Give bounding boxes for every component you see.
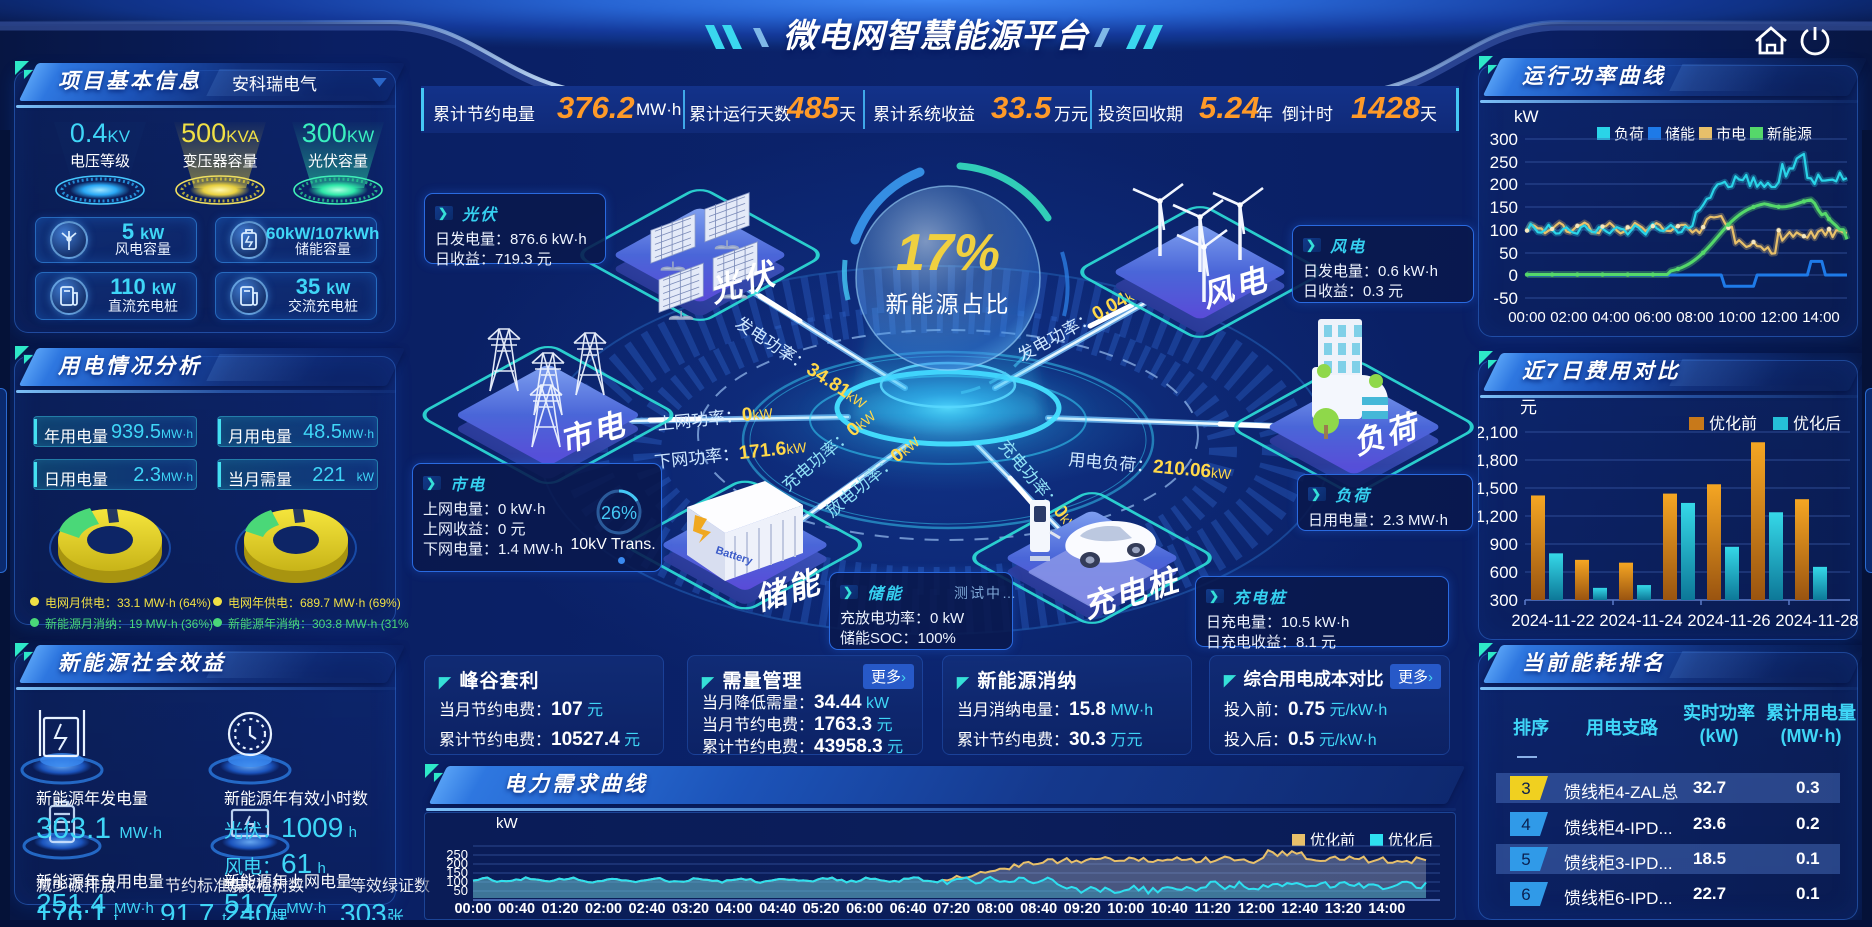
svg-text:02:40: 02:40 xyxy=(629,901,666,917)
svg-text:00:00: 00:00 xyxy=(454,901,491,917)
svg-text:6: 6 xyxy=(1521,885,1530,904)
svg-text:150: 150 xyxy=(446,865,468,880)
svg-text:02:00: 02:00 xyxy=(585,901,622,917)
svg-text:50: 50 xyxy=(454,883,468,898)
svg-text:3: 3 xyxy=(1521,779,1530,798)
svg-text:10:40: 10:40 xyxy=(1151,901,1188,917)
svg-text:26%: 26% xyxy=(601,503,637,523)
svg-text:250: 250 xyxy=(1490,153,1518,172)
svg-text:100: 100 xyxy=(1490,221,1518,240)
svg-text:2024-11-26: 2024-11-26 xyxy=(1687,612,1770,630)
svg-text:08:00: 08:00 xyxy=(1676,309,1714,326)
svg-text:负荷: 负荷 xyxy=(1614,126,1644,143)
svg-text:2024-11-22: 2024-11-22 xyxy=(1511,612,1594,630)
svg-text:12:00: 12:00 xyxy=(1760,309,1798,326)
svg-text:00:40: 00:40 xyxy=(498,901,535,917)
svg-text:04:40: 04:40 xyxy=(759,901,796,917)
svg-text:2024-11-24: 2024-11-24 xyxy=(1599,612,1682,630)
svg-text:12:40: 12:40 xyxy=(1281,901,1318,917)
svg-text:600: 600 xyxy=(1490,563,1518,582)
svg-text:11:20: 11:20 xyxy=(1195,901,1231,917)
svg-text:00:00: 00:00 xyxy=(1508,309,1546,326)
svg-text:900: 900 xyxy=(1490,535,1518,554)
svg-text:优化前: 优化前 xyxy=(1310,832,1355,849)
svg-text:-50: -50 xyxy=(1493,289,1518,308)
svg-text:kW: kW xyxy=(1514,107,1539,126)
svg-text:50: 50 xyxy=(1499,244,1518,263)
svg-text:优化后: 优化后 xyxy=(1793,415,1841,433)
svg-text:2024-11-28: 2024-11-28 xyxy=(1775,612,1858,630)
svg-text:150: 150 xyxy=(1490,198,1518,217)
svg-text:新能源: 新能源 xyxy=(1767,126,1812,143)
svg-text:下网功率：171.6kW: 下网功率：171.6kW xyxy=(653,436,808,473)
svg-text:300: 300 xyxy=(1490,591,1518,610)
svg-text:14:00: 14:00 xyxy=(1802,309,1840,326)
svg-text:200: 200 xyxy=(446,856,468,871)
svg-text:100: 100 xyxy=(446,874,468,889)
svg-text:优化前: 优化前 xyxy=(1709,415,1757,433)
svg-text:4: 4 xyxy=(1521,815,1530,834)
svg-text:5: 5 xyxy=(1521,850,1530,869)
svg-text:12:00: 12:00 xyxy=(1238,901,1275,917)
svg-text:03:20: 03:20 xyxy=(672,901,709,917)
svg-text:02:00: 02:00 xyxy=(1550,309,1588,326)
svg-text:05:20: 05:20 xyxy=(803,901,840,917)
svg-text:优化后: 优化后 xyxy=(1388,832,1433,849)
svg-text:06:00: 06:00 xyxy=(1634,309,1672,326)
svg-text:kW: kW xyxy=(496,815,519,832)
svg-text:1,500: 1,500 xyxy=(1478,479,1518,498)
svg-text:微电网智慧能源平台: 微电网智慧能源平台 xyxy=(783,17,1090,54)
svg-text:元: 元 xyxy=(1520,398,1537,417)
svg-text:200: 200 xyxy=(1490,175,1518,194)
svg-text:06:40: 06:40 xyxy=(890,901,927,917)
svg-text:10:00: 10:00 xyxy=(1718,309,1756,326)
svg-text:04:00: 04:00 xyxy=(1592,309,1630,326)
svg-text:0: 0 xyxy=(1509,266,1518,285)
svg-text:14:00: 14:00 xyxy=(1368,901,1405,917)
svg-text:市电: 市电 xyxy=(1716,126,1746,143)
svg-text:新能源占比: 新能源占比 xyxy=(886,291,1011,317)
svg-text:09:20: 09:20 xyxy=(1064,901,1101,917)
svg-text:08:40: 08:40 xyxy=(1020,901,1057,917)
svg-text:300: 300 xyxy=(1490,130,1518,149)
svg-text:01:20: 01:20 xyxy=(541,901,578,917)
svg-text:13:20: 13:20 xyxy=(1325,901,1362,917)
svg-text:1,200: 1,200 xyxy=(1478,507,1518,526)
svg-text:17%: 17% xyxy=(896,224,1000,282)
svg-text:250: 250 xyxy=(446,847,468,862)
svg-text:07:20: 07:20 xyxy=(933,901,970,917)
svg-text:2,100: 2,100 xyxy=(1478,423,1518,442)
svg-text:06:00: 06:00 xyxy=(846,901,883,917)
svg-text:10:00: 10:00 xyxy=(1107,901,1144,917)
svg-text:04:00: 04:00 xyxy=(716,901,753,917)
svg-text:08:00: 08:00 xyxy=(977,901,1014,917)
svg-text:储能: 储能 xyxy=(1665,126,1695,143)
svg-text:1,800: 1,800 xyxy=(1478,451,1518,470)
